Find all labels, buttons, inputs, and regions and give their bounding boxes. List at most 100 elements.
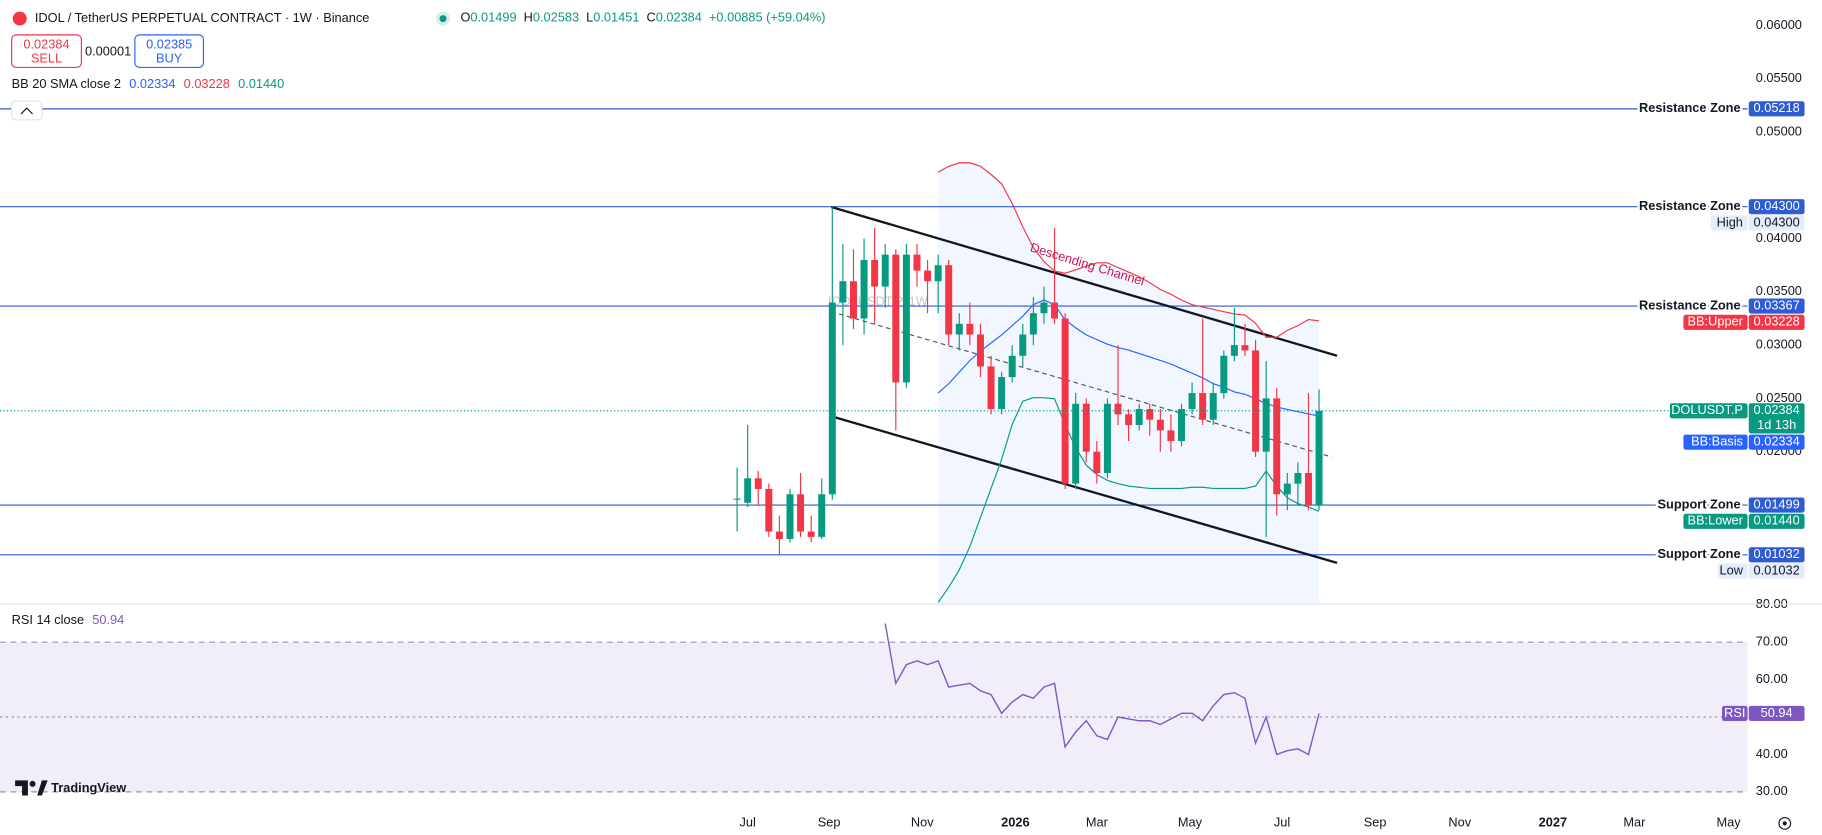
- rsi-line: [884, 623, 1320, 756]
- rsi-tag: [1748, 705, 1805, 722]
- ohlc-value: 0.01499: [470, 10, 516, 25]
- candle-body: [1040, 302, 1048, 314]
- logo-mark: [15, 780, 28, 796]
- symbol-icon: [12, 11, 27, 26]
- axis-tag: [1748, 434, 1805, 450]
- candle-body: [839, 281, 847, 303]
- ohlc-key: L: [586, 10, 593, 25]
- y-tick-label: 0.03000: [1756, 337, 1802, 352]
- ohlc-key: H: [524, 10, 533, 25]
- axis-tag-name: High: [1717, 214, 1743, 229]
- sell-label[interactable]: SELL: [31, 51, 62, 66]
- x-tick-label: Mar: [1086, 815, 1109, 830]
- candle-body: [1252, 350, 1260, 452]
- axis-tag-name: BB:Upper: [1688, 314, 1744, 329]
- axis-tag-name: Low: [1719, 562, 1743, 577]
- axis-tag: [1748, 199, 1805, 215]
- rsi-tick-label: 40.00: [1756, 746, 1788, 761]
- indicator-legend[interactable]: BB 20 SMA close 2 0.02334 0.03228 0.0144…: [12, 76, 285, 91]
- candle-body: [1209, 393, 1217, 420]
- bb-line: [937, 397, 1320, 603]
- buy-price[interactable]: 0.02385: [146, 37, 192, 52]
- candle-body: [881, 254, 889, 287]
- sell-button[interactable]: 0.02384 SELL: [11, 34, 82, 69]
- candle-body: [1230, 345, 1238, 356]
- y-tick-label: 0.05500: [1756, 70, 1802, 85]
- zone-label: Support Zone: [1658, 496, 1741, 511]
- rsi-tag-text: 50.94: [1761, 705, 1793, 720]
- chevron[interactable]: [20, 107, 33, 115]
- candle-body: [945, 265, 953, 335]
- axis-tag-text: 0.01032: [1754, 562, 1800, 577]
- axis-tag-text: 0.04300: [1754, 198, 1800, 213]
- spread: 0.00001: [85, 44, 131, 59]
- x-tick-label: Sep: [1364, 815, 1387, 830]
- axis-tag-name-box: [1683, 513, 1748, 529]
- buy-box[interactable]: [134, 34, 205, 69]
- candle-body: [1178, 409, 1185, 442]
- x-tick-label: Sep: [818, 815, 841, 830]
- change: +0.00885 (+59.04%): [709, 10, 826, 25]
- logo-dot: [29, 780, 36, 787]
- rsi-pane: [0, 623, 1748, 793]
- axis-tag-text: 0.04300: [1754, 214, 1800, 229]
- buy-label[interactable]: BUY: [156, 51, 183, 66]
- candle-body: [1220, 355, 1228, 394]
- x-tick-label: Mar: [1623, 815, 1646, 830]
- ohlc-value: 0.01451: [593, 10, 639, 25]
- ohlc-value: 0.02583: [533, 10, 579, 25]
- ohlc-key: O: [460, 10, 470, 25]
- rsi-tick-label: 70.00: [1756, 634, 1788, 649]
- sell-price[interactable]: 0.02384: [23, 37, 69, 52]
- legend-value: 0.01440: [238, 76, 284, 91]
- axis-tag-name: IDOLUSDT.P: [1668, 402, 1743, 417]
- collapse-button[interactable]: [11, 100, 43, 121]
- bb-area: [938, 162, 1320, 604]
- axis-tag: [1748, 314, 1805, 330]
- candle-body: [987, 366, 995, 410]
- buy-button[interactable]: 0.02385 BUY: [134, 34, 205, 69]
- gear-center[interactable]: [1782, 821, 1787, 826]
- candle-body: [744, 478, 752, 503]
- channel-line: [830, 205, 1338, 357]
- rsi-title[interactable]: RSI 14 close: [12, 612, 84, 627]
- brand-logo: TradingView: [15, 780, 126, 796]
- axis-tag: [1748, 547, 1805, 563]
- axis-tag: [1748, 298, 1805, 314]
- x-tick-label: May: [1178, 815, 1203, 830]
- axis-tag-text: 0.01499: [1754, 496, 1800, 511]
- rsi-legend[interactable]: RSI 14 close 50.94: [12, 612, 125, 627]
- candle-body: [860, 259, 868, 319]
- candle-body: [924, 270, 932, 282]
- axis-tag-text: 0.03367: [1754, 297, 1800, 312]
- candle-body: [902, 254, 910, 383]
- axis-tag-text: 0.05218: [1754, 100, 1800, 115]
- sell-box[interactable]: [11, 34, 82, 69]
- ohlc-key: C: [646, 10, 655, 25]
- candle-body: [1019, 334, 1027, 356]
- rsi-tick-label: 60.00: [1756, 671, 1788, 686]
- gear[interactable]: [1778, 816, 1792, 830]
- axis-tag-text: 0.01440: [1754, 513, 1800, 528]
- settings-icon[interactable]: [1778, 816, 1792, 830]
- candle-body: [828, 302, 836, 495]
- candle-body: [1283, 483, 1291, 495]
- x-tick-label: Jul: [739, 815, 755, 830]
- candle-body: [1146, 409, 1154, 420]
- collapse-box[interactable]: [11, 100, 43, 121]
- zone-label: Resistance Zone: [1639, 297, 1741, 312]
- indicator-title[interactable]: BB 20 SMA close 2: [12, 76, 121, 91]
- candle-body: [775, 531, 783, 540]
- candle-body: [849, 281, 857, 319]
- candle-body: [1008, 355, 1016, 378]
- candle-body: [1167, 430, 1175, 442]
- axis-tag: [1748, 497, 1805, 513]
- candle-body: [1072, 403, 1080, 484]
- axis-tag: [1748, 513, 1805, 529]
- candle-body: [1093, 451, 1101, 473]
- axis-tag-name-box: [1683, 434, 1748, 450]
- candle-body: [1294, 472, 1302, 484]
- x-tick-label: Nov: [911, 815, 934, 830]
- header-title[interactable]: IDOL / TetherUS PERPETUAL CONTRACT · 1W …: [35, 10, 370, 25]
- candle-body: [1103, 403, 1111, 473]
